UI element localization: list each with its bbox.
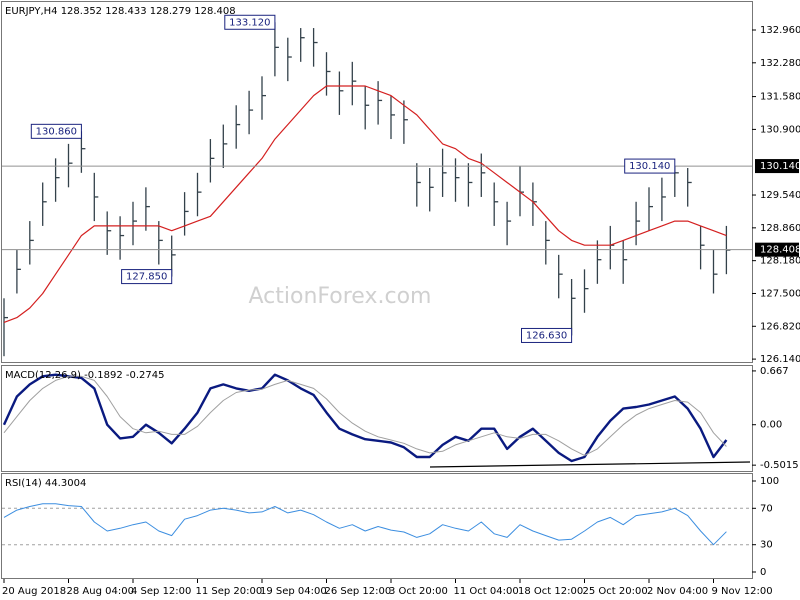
level-label: 130.140 xyxy=(760,161,800,172)
y-tick-label: 0.667 xyxy=(760,366,789,377)
y-tick-label: 129.540 xyxy=(760,190,800,201)
y-tick-label: 70 xyxy=(760,503,773,514)
macd-panel xyxy=(1,365,753,472)
annotation-label: 130.140 xyxy=(629,161,670,172)
moving-average xyxy=(3,85,727,323)
panel-title: EURJPY,H4 128.352 128.433 128.279 128.40… xyxy=(5,6,236,17)
rsi-panel xyxy=(1,473,753,579)
x-tick-label: 2 Nov 04:00 xyxy=(647,586,708,597)
watermark: ActionForex.com xyxy=(249,284,432,309)
x-tick-label: 25 Oct 20:00 xyxy=(583,586,648,597)
x-tick-label: 26 Sep 12:00 xyxy=(325,586,392,597)
y-tick-label: 126.820 xyxy=(760,321,800,332)
x-tick-label: 3 Oct 20:00 xyxy=(389,586,448,597)
panel-title: MACD(12,26,9) -0.1892 -0.2745 xyxy=(5,370,165,381)
trend-line xyxy=(429,461,751,468)
y-tick-label: 30 xyxy=(760,540,773,551)
y-tick-label: 127.500 xyxy=(760,288,800,299)
level-label-box xyxy=(755,159,799,174)
y-tick-label: 130.900 xyxy=(760,124,800,135)
price-panel xyxy=(1,1,753,363)
x-tick-label: 11 Oct 04:00 xyxy=(454,586,519,597)
annotation-box xyxy=(224,14,276,30)
annotation-label: 126.630 xyxy=(526,330,567,341)
rsi-line xyxy=(3,503,727,546)
x-tick-label: 18 Oct 12:00 xyxy=(518,586,583,597)
macd-line xyxy=(2,373,728,463)
x-tick-label: 11 Sep 20:00 xyxy=(196,586,263,597)
x-tick-label: 19 Sep 04:00 xyxy=(260,586,327,597)
level-label: 128.408 xyxy=(760,245,800,256)
level-label-box xyxy=(755,242,799,257)
x-tick-label: 9 Nov 12:00 xyxy=(712,586,773,597)
x-tick-label: 20 Aug 2018 xyxy=(2,586,66,597)
annotation-box xyxy=(121,269,173,285)
y-tick-label: 0.00 xyxy=(760,420,782,431)
annotation-box xyxy=(624,158,676,174)
y-tick-label: 132.960 xyxy=(760,25,800,36)
y-tick-label: 132.280 xyxy=(760,58,800,69)
y-tick-label: 126.140 xyxy=(760,354,800,365)
annotation-label: 127.850 xyxy=(126,272,167,283)
y-tick-label: -0.5015 xyxy=(760,460,799,471)
panel-title: RSI(14) 44.3004 xyxy=(5,478,86,489)
y-tick-label: 128.860 xyxy=(760,223,800,234)
x-tick-label: 4 Sep 12:00 xyxy=(131,586,191,597)
y-tick-label: 0 xyxy=(760,567,766,578)
annotation-label: 130.860 xyxy=(36,126,77,137)
y-tick-label: 128.180 xyxy=(760,256,800,267)
annotation-box xyxy=(30,123,82,139)
signal-line xyxy=(3,375,727,456)
annotation-label: 133.120 xyxy=(229,17,270,28)
annotation-box xyxy=(521,327,573,343)
y-tick-label: 131.580 xyxy=(760,92,800,103)
y-tick-label: 100 xyxy=(760,476,779,487)
x-tick-label: 28 Aug 04:00 xyxy=(67,586,134,597)
